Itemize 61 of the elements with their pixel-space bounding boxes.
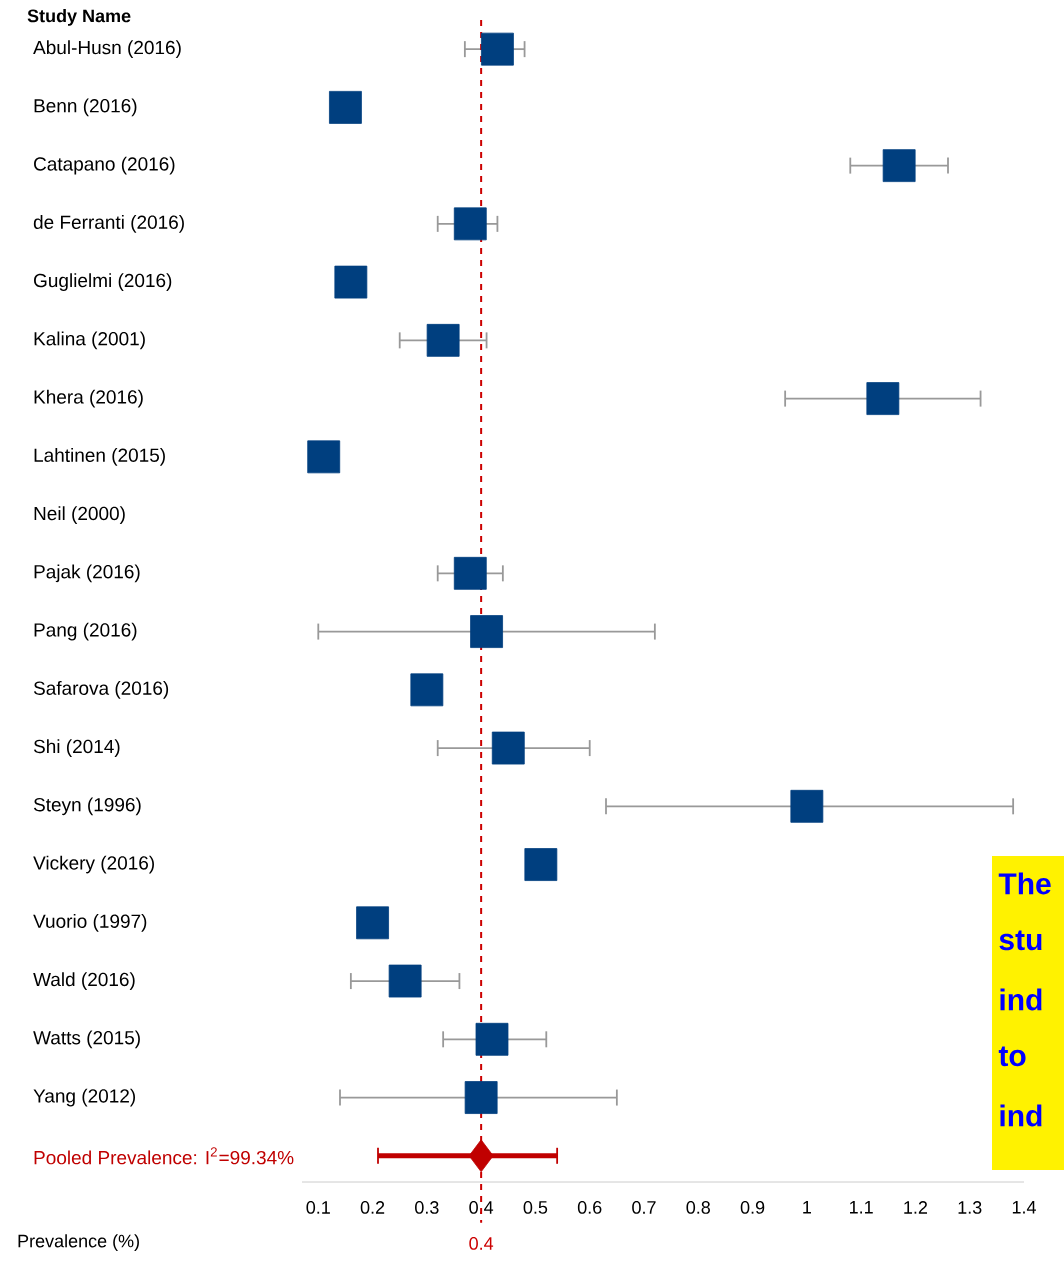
- x-axis-title: Prevalence (%): [18, 1234, 139, 1251]
- x-tick-label: 1.4: [1012, 1201, 1036, 1214]
- x-tick-label: 0.2: [360, 1201, 385, 1214]
- x-tick-label: 0.8: [686, 1201, 710, 1214]
- x-tick-label: 0.5: [523, 1201, 548, 1214]
- x-tick-label: 0.3: [415, 1201, 439, 1214]
- y-axis-title: Study Name: [27, 9, 131, 26]
- y-tick-label: Yang (2012): [33, 1088, 136, 1107]
- point: [356, 906, 389, 940]
- x-tick-label: 1: [803, 1201, 811, 1214]
- point: [468, 1139, 494, 1173]
- x-tick-label: 1.1: [850, 1201, 873, 1214]
- x-tick-label: 0.9: [740, 1201, 765, 1214]
- x-tick-label: 0.7: [632, 1201, 656, 1214]
- y-tick-label: Watts (2015): [33, 1030, 140, 1049]
- x-tick-label: 1.3: [958, 1201, 982, 1214]
- annotation: ind: [1000, 988, 1042, 1011]
- ref-line-label: 0.4: [469, 1237, 494, 1250]
- point: [410, 673, 444, 707]
- point: [307, 440, 341, 474]
- annotation: to: [998, 1046, 1026, 1067]
- y-tick-label: Khera (2016): [34, 389, 143, 408]
- point: [481, 32, 514, 66]
- annotation: stu: [999, 930, 1042, 951]
- point: [866, 382, 900, 415]
- y-tick-label: Wald (2016): [33, 972, 135, 990]
- point: [453, 207, 487, 241]
- point: [334, 265, 368, 299]
- annotation: The: [998, 872, 1051, 895]
- y-tick-label: Steyn (1996): [33, 797, 141, 816]
- y-tick-label: Vuorio (1997): [33, 913, 147, 932]
- x-tick-label: 0.6: [577, 1201, 602, 1214]
- point: [491, 731, 525, 765]
- y-tick-label: Benn (2016): [34, 98, 137, 117]
- y-tick-label: Pajak (2016): [34, 564, 140, 583]
- point: [524, 848, 558, 881]
- point: [470, 615, 503, 648]
- annotation: ind: [1000, 1104, 1042, 1127]
- point: [475, 1022, 509, 1056]
- point: [790, 789, 824, 823]
- point: [464, 1081, 498, 1114]
- y-tick-label: Catapano (2016): [34, 156, 175, 175]
- point: [882, 149, 916, 183]
- y-tick-label: Shi (2014): [33, 739, 120, 757]
- y-tick-label: Guglielmi (2016): [34, 273, 172, 291]
- y-tick-label: Lahtinen (2015): [34, 448, 165, 466]
- y-tick-label: de Ferranti (2016): [33, 215, 184, 233]
- y-tick-label: Pooled Prevalence: I$^{2}$=99.34%: [34, 1147, 294, 1165]
- x-tick-label: 1.2: [904, 1201, 928, 1214]
- point: [453, 556, 487, 590]
- point: [329, 90, 362, 124]
- y-tick-label: Safarova (2016): [33, 680, 169, 699]
- x-tick-label: 0.1: [306, 1201, 330, 1214]
- y-tick-label: Neil (2000): [34, 506, 125, 524]
- x-tick-label: 0.4: [469, 1201, 494, 1214]
- y-tick-label: Abul-Husn (2016): [33, 40, 181, 58]
- y-tick-label: Pang (2016): [34, 622, 137, 641]
- y-tick-label: Kalina (2001): [34, 331, 145, 350]
- point: [426, 323, 460, 357]
- point: [388, 964, 422, 998]
- y-tick-label: Vickery (2016): [33, 855, 154, 874]
